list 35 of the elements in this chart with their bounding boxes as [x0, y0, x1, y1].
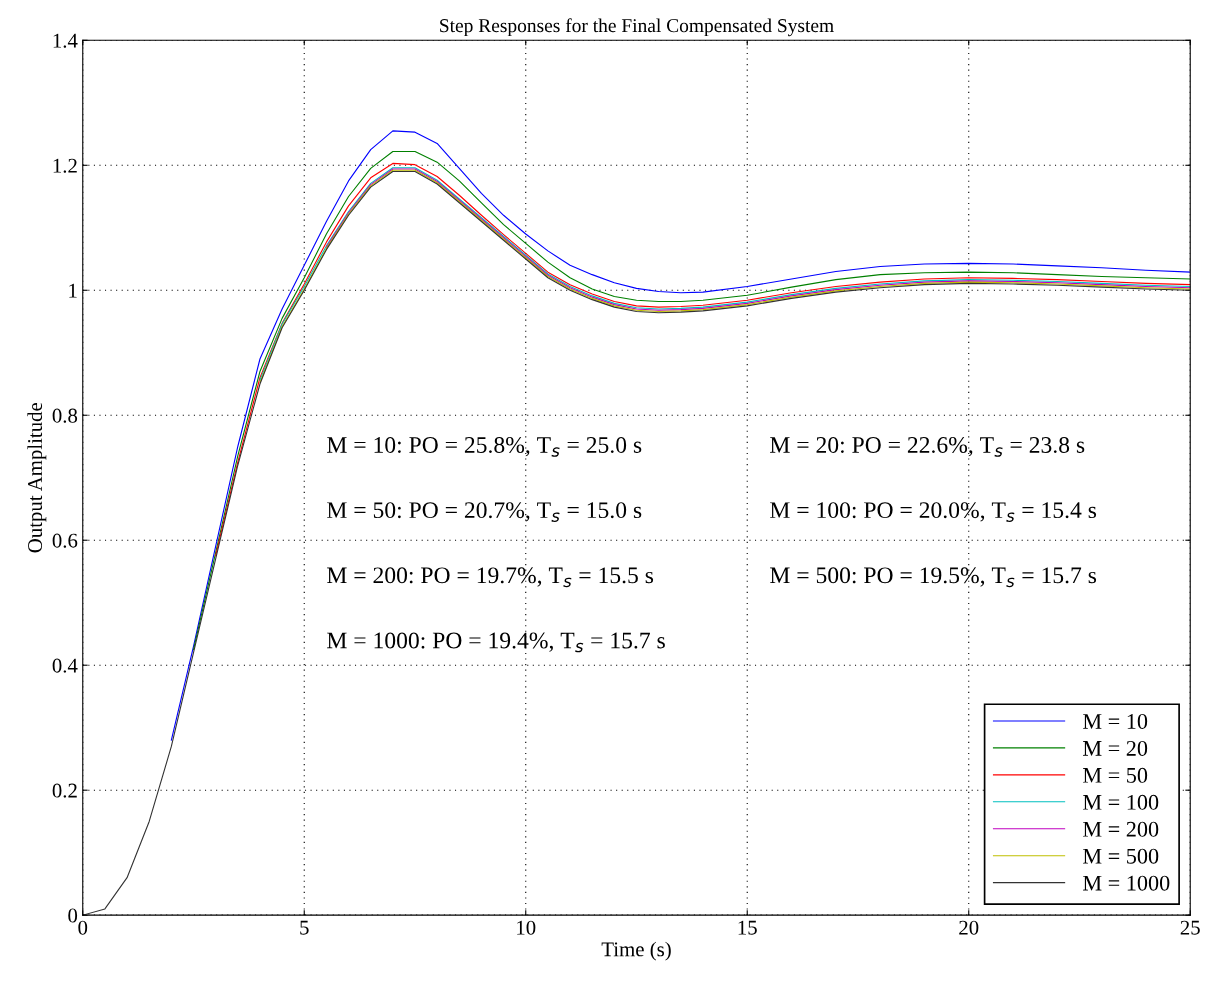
line-series [215, 162, 1191, 557]
y-tick-label: 0.2 [52, 783, 77, 798]
y-axis-title: Output Amplitude [27, 402, 47, 553]
line-series [192, 150, 1191, 651]
legend-label: M = 100 [1083, 794, 1159, 810]
legend-label: M = 1000 [1083, 875, 1170, 891]
annotation: M = 200: PO = 19.7%, T$_{s}$ = 15.5 s [327, 567, 654, 588]
legend-label: M = 200 [1083, 821, 1159, 837]
y-tick-label: 0.8 [52, 408, 78, 423]
x-tick-label: 10 [517, 920, 536, 935]
annotation: M = 100: PO = 20.0%, T$_{s}$ = 15.4 s [770, 502, 1097, 522]
annotation: M = 20: PO = 22.6%, T$_{s}$ = 23.8 s [770, 436, 1085, 457]
annotation: M = 500: PO = 19.5%, T$_{s}$ = 15.7 s [770, 567, 1097, 588]
x-tick-label: 20 [959, 920, 979, 935]
legend-label: M = 20 [1083, 740, 1148, 756]
y-tick-label: 0.4 [52, 658, 78, 673]
legend-label: M = 10 [1083, 713, 1148, 729]
x-tick-label: 0 [78, 920, 88, 935]
y-tick-label: 0 [68, 908, 78, 923]
x-tick-label: 15 [738, 920, 757, 935]
x-tick-label: 5 [300, 920, 309, 935]
annotation: M = 50: PO = 20.7%, T$_{s}$ = 15.0 s [327, 502, 642, 522]
y-tick-label: 1 [69, 283, 77, 298]
x-axis-title: Time (s) [601, 941, 671, 961]
chart-title: Step Responses for the Final Compensated System [440, 18, 834, 37]
legend-label: M = 500 [1083, 848, 1159, 864]
annotation: M = 1000: PO = 19.4%, T$_{s}$ = 15.7 s [327, 632, 665, 653]
y-tick-label: 1.4 [53, 33, 78, 48]
line-series [325, 168, 1191, 311]
legend-label: M = 50 [1083, 767, 1148, 783]
x-tick-label: 25 [1180, 920, 1200, 935]
line-series [170, 130, 1191, 741]
y-tick-label: 1.2 [53, 158, 77, 173]
annotation: M = 10: PO = 25.8%, T$_{s}$ = 25.0 s [327, 436, 642, 457]
y-tick-label: 0.6 [52, 533, 78, 548]
